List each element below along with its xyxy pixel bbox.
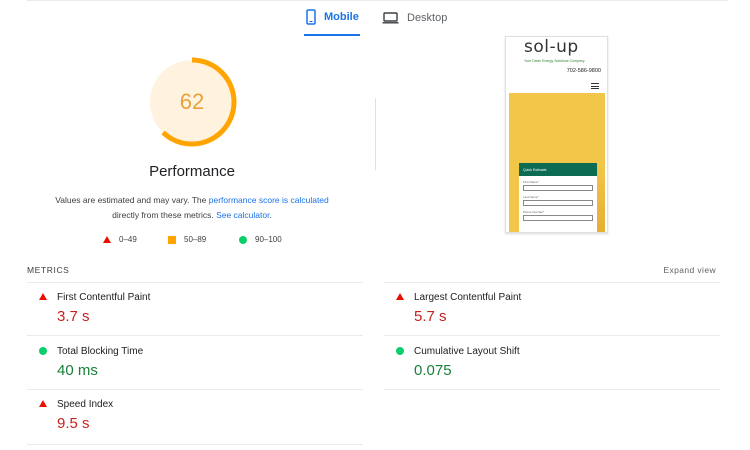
performance-description: Values are estimated and may vary. The p… (40, 193, 344, 223)
see-calculator-link[interactable]: See calculator (216, 210, 270, 220)
metric-speed-index: Speed Index 9.5 s (27, 389, 357, 442)
legend-average: 50–89 (168, 235, 206, 244)
hamburger-menu-icon (591, 83, 599, 89)
metrics-divider (27, 444, 363, 445)
fail-triangle-icon (396, 293, 404, 300)
legend-pass: 90–100 (239, 235, 282, 244)
device-tabs: Mobile Desktop (0, 0, 750, 36)
metrics-divider (27, 282, 363, 283)
site-tagline: Your Clean Energy Solutions Company (524, 59, 585, 63)
description-text-3: . (269, 210, 272, 220)
tab-desktop[interactable]: Desktop (382, 0, 447, 36)
page-screenshot: sol-up Your Clean Energy Solutions Compa… (505, 36, 608, 233)
metrics-divider (384, 282, 720, 283)
metric-name: Largest Contentful Paint (414, 292, 522, 303)
smartphone-icon (306, 9, 316, 25)
performance-title: Performance (149, 163, 235, 180)
laptop-icon (382, 12, 399, 24)
fail-triangle-icon (39, 400, 47, 407)
legend-fail: 0–49 (103, 235, 137, 244)
site-logo: sol-up (524, 37, 579, 57)
circle-icon (239, 235, 247, 244)
expand-view-toggle[interactable]: Expand view (663, 265, 716, 275)
metric-total-blocking-time: Total Blocking Time 40 ms (27, 336, 357, 389)
gauge-arc (147, 57, 237, 147)
metrics-divider (27, 389, 363, 390)
triangle-icon (103, 236, 111, 243)
score-calculated-link[interactable]: performance score is calculated (208, 195, 329, 205)
form-label-first-name: First Name* (523, 180, 539, 184)
pass-circle-icon (39, 347, 47, 355)
site-logo-text: sol-up (524, 37, 579, 57)
metric-value: 40 ms (57, 362, 98, 379)
metric-cumulative-layout-shift: Cumulative Layout Shift 0.075 (384, 336, 714, 389)
performance-score: 62 (179, 89, 205, 114)
top-border (27, 0, 728, 1)
fail-triangle-icon (39, 293, 47, 300)
tab-desktop-label: Desktop (407, 12, 448, 24)
estimate-form: Quick Estimate First Name* Last Name* Ph… (519, 163, 597, 232)
metric-name: Cumulative Layout Shift (414, 346, 520, 357)
legend-pass-label: 90–100 (255, 235, 282, 244)
metrics-divider (27, 335, 363, 336)
description-text-2: directly from these metrics. (112, 210, 217, 220)
legend-fail-label: 0–49 (119, 235, 137, 244)
site-phone-number: 702-586-9800 (566, 68, 601, 74)
form-label-phone: Phone Number* (523, 210, 545, 214)
metric-largest-contentful-paint: Largest Contentful Paint 5.7 s (384, 282, 714, 335)
metric-first-contentful-paint: First Contentful Paint 3.7 s (27, 282, 357, 335)
pass-circle-icon (396, 347, 404, 355)
metrics-divider (384, 335, 720, 336)
form-input (523, 185, 593, 191)
tab-mobile-label: Mobile (324, 11, 359, 23)
metric-value: 3.7 s (57, 308, 90, 325)
metric-name: Total Blocking Time (57, 346, 144, 357)
form-label-last-name: Last Name* (523, 195, 539, 199)
hero-banner: Quick Estimate First Name* Last Name* Ph… (509, 93, 605, 232)
tab-mobile[interactable]: Mobile (304, 0, 360, 36)
description-text-1: Values are estimated and may vary. The (55, 195, 209, 205)
gauge-background (150, 60, 234, 144)
performance-gauge (147, 57, 237, 147)
score-legend: 0–49 50–89 90–100 (0, 235, 384, 249)
metric-value: 9.5 s (57, 415, 90, 432)
metrics-divider (384, 389, 720, 390)
vertical-divider (375, 98, 376, 170)
form-header: Quick Estimate (519, 163, 597, 176)
legend-average-label: 50–89 (184, 235, 207, 244)
metric-value: 0.075 (414, 362, 452, 379)
metrics-heading: METRICS (27, 265, 70, 275)
form-input (523, 200, 593, 206)
metric-name: First Contentful Paint (57, 292, 151, 303)
metric-value: 5.7 s (414, 308, 447, 325)
square-icon (168, 235, 176, 244)
form-input (523, 215, 593, 221)
metric-name: Speed Index (57, 399, 114, 410)
